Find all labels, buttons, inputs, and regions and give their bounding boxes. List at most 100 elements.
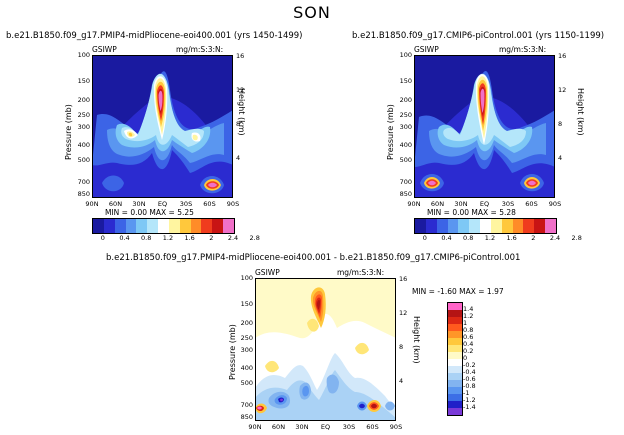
pressure-tick-label: 250 <box>77 110 90 119</box>
latitude-tick-label: 30S <box>179 200 193 208</box>
height-tick-label: 8 <box>558 119 563 128</box>
colorbar-tick-label: 0 <box>463 354 468 362</box>
colorbar-tick-label: 0.6 <box>463 333 474 341</box>
panel2-stats: MIN = 0.00 MAX = 5.28 <box>427 208 516 217</box>
pressure-tick-label: 150 <box>240 300 253 309</box>
colorbar-tick-label: -0.6 <box>463 375 476 383</box>
pressure-tick-label: 700 <box>77 177 90 186</box>
colorbar-tick-label: 0 <box>100 234 105 242</box>
colorbar-tick-label: 1.2 <box>484 234 496 242</box>
pressure-tick-label: 850 <box>399 190 412 199</box>
panel1-title: b.e21.B1850.f09_g17.PMIP4-midPliocene-eo… <box>6 31 303 41</box>
latitude-tick-label: 30S <box>501 200 515 208</box>
height-tick-label: 16 <box>558 51 567 60</box>
panel1-units: mg/m:S:3:N: <box>176 45 224 54</box>
latitude-tick-label: 90N <box>407 200 421 208</box>
pressure-tick-label: 300 <box>77 122 90 131</box>
pressure-tick-label: 300 <box>240 345 253 354</box>
latitude-tick-label: EQ <box>157 200 168 208</box>
pressure-tick-label: 100 <box>240 274 253 282</box>
latitude-tick-label: 30N <box>295 423 309 431</box>
colorbar-tick-label: -0.8 <box>463 382 476 390</box>
colorbar-tick-label: 0.4 <box>463 340 474 348</box>
pressure-tick-label: 400 <box>77 141 90 150</box>
colorbar-tick-label: 1 <box>463 319 468 327</box>
colorbar-tick-label: 2.8 <box>249 234 260 242</box>
panel3-ylabel: Pressure (mb) <box>228 324 237 380</box>
panel1-contour-plot <box>92 55 233 198</box>
colorbar-tick-label: 0.8 <box>463 234 474 242</box>
panel3-contour-plot <box>255 278 396 421</box>
panel3-stats: MIN = -1.60 MAX = 1.97 <box>412 287 504 296</box>
height-tick-label: 4 <box>236 153 241 162</box>
colorbar-tick-label: -0.2 <box>463 361 476 369</box>
panel1-variable: GSIWP <box>92 45 117 54</box>
colorbar-tick-label: 1.2 <box>463 312 474 320</box>
pressure-tick-label: 250 <box>399 110 412 119</box>
pressure-tick-label: 200 <box>240 319 253 328</box>
pressure-tick-label: 850 <box>77 190 90 199</box>
panel1-stats: MIN = 0.00 MAX = 5.25 <box>105 208 194 217</box>
height-tick-label: 16 <box>399 274 408 283</box>
latitude-tick-label: 60N <box>271 423 286 431</box>
panel1-colorbar <box>92 218 235 234</box>
panel1-ylabel-right: Height (km) <box>237 88 246 136</box>
latitude-tick-label: 30N <box>132 200 146 208</box>
colorbar-tick-label: -0.4 <box>463 368 476 376</box>
colorbar-tick-label: 0.8 <box>463 326 474 334</box>
latitude-tick-label: 90N <box>248 423 262 431</box>
latitude-tick-label: 90S <box>389 423 403 431</box>
height-tick-label: 16 <box>236 51 245 60</box>
height-tick-label: 12 <box>399 308 408 317</box>
latitude-tick-label: 90S <box>548 200 562 208</box>
height-tick-label: 4 <box>399 376 404 385</box>
latitude-tick-label: 90N <box>85 200 99 208</box>
pressure-tick-label: 200 <box>399 96 412 105</box>
pressure-tick-label: 200 <box>77 96 90 105</box>
latitude-tick-label: 60S <box>525 200 538 208</box>
panel2-ylabel: Pressure (mb) <box>386 104 395 160</box>
height-tick-label: 8 <box>236 119 241 128</box>
colorbar-tick-label: 2.4 <box>227 234 239 242</box>
colorbar-tick-label: 0.4 <box>441 234 452 242</box>
colorbar-tick-label: 2.8 <box>571 234 582 242</box>
pressure-tick-label: 400 <box>399 141 412 150</box>
colorbar-tick-label: 0.2 <box>463 347 474 355</box>
colorbar-tick-label: -1 <box>463 389 470 397</box>
panel2-contour-plot <box>414 55 555 198</box>
latitude-tick-label: EQ <box>320 423 331 431</box>
pressure-tick-label: 300 <box>399 122 412 131</box>
pressure-tick-label: 400 <box>240 364 253 373</box>
panel2-variable: GSIWP <box>414 45 439 54</box>
pressure-tick-label: 500 <box>77 155 90 164</box>
colorbar-tick-label: 1.2 <box>162 234 174 242</box>
height-tick-label: 4 <box>558 153 563 162</box>
latitude-tick-label: 60N <box>108 200 123 208</box>
latitude-tick-label: 90S <box>226 200 240 208</box>
latitude-tick-label: 60S <box>203 200 216 208</box>
colorbar-tick-label: 0.4 <box>119 234 130 242</box>
pressure-tick-label: 100 <box>77 51 90 59</box>
height-tick-label: 12 <box>558 85 567 94</box>
height-tick-label: 12 <box>236 85 245 94</box>
panel3-units: mg/m:S:3:N: <box>337 268 385 277</box>
latitude-tick-label: 30N <box>454 200 468 208</box>
pressure-tick-label: 500 <box>240 378 253 387</box>
pressure-tick-label: 850 <box>240 413 253 422</box>
panel3-variable: GSIWP <box>255 268 280 277</box>
latitude-tick-label: 60S <box>366 423 379 431</box>
colorbar-tick-label: 1.6 <box>506 234 517 242</box>
panel2-units: mg/m:S:3:N: <box>499 45 547 54</box>
pressure-tick-label: 250 <box>240 333 253 342</box>
latitude-tick-label: 60N <box>430 200 445 208</box>
pressure-tick-label: 100 <box>399 51 412 59</box>
panel2-title: b.e21.B1850.f09_g17.CMIP6-piControl.001 … <box>352 31 605 41</box>
latitude-tick-label: EQ <box>479 200 490 208</box>
colorbar-tick-label: -1.2 <box>463 396 476 404</box>
pressure-tick-label: 150 <box>399 77 412 86</box>
height-tick-label: 8 <box>399 342 404 351</box>
pressure-tick-label: 700 <box>240 400 253 409</box>
panel3-colorbar <box>447 302 463 416</box>
colorbar-tick-label: 2 <box>531 234 536 242</box>
colorbar-tick-label: 0 <box>422 234 427 242</box>
